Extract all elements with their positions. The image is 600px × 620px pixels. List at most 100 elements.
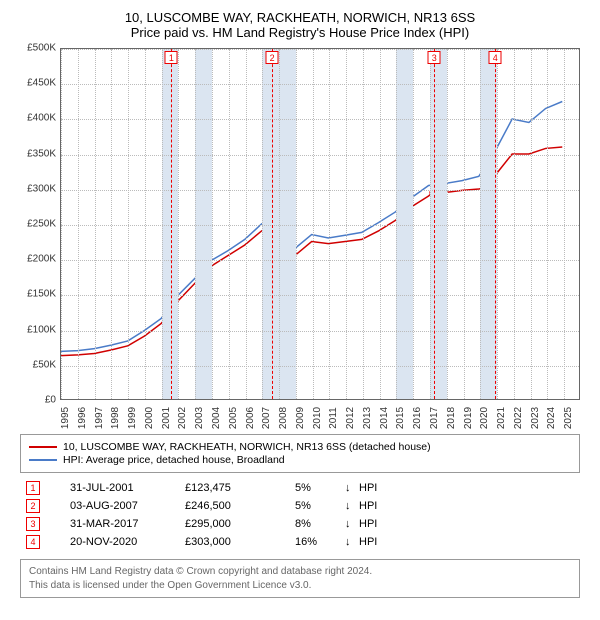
x-tick-label: 2022 xyxy=(513,407,524,429)
x-tick-label: 2005 xyxy=(228,407,239,429)
gridline-v xyxy=(464,49,465,399)
gridline-v xyxy=(531,49,532,399)
gridline-v xyxy=(313,49,314,399)
down-arrow-icon: ↓ xyxy=(345,536,359,548)
gridline-h xyxy=(61,331,579,332)
y-tick-label: £0 xyxy=(45,395,56,406)
x-tick-label: 2011 xyxy=(328,407,339,429)
x-tick-label: 2016 xyxy=(412,407,423,429)
x-tick-label: 2001 xyxy=(161,407,172,429)
row-price: £295,000 xyxy=(185,518,295,530)
plot-area: 1234 xyxy=(60,48,580,400)
gridline-v xyxy=(329,49,330,399)
y-tick-label: £400K xyxy=(27,113,56,124)
legend-row: HPI: Average price, detached house, Broa… xyxy=(29,454,571,466)
gridline-v xyxy=(61,49,62,399)
x-tick-label: 2003 xyxy=(194,407,205,429)
chart-title-address: 10, LUSCOMBE WAY, RACKHEATH, NORWICH, NR… xyxy=(10,10,590,25)
y-tick-label: £100K xyxy=(27,324,56,335)
sale-marker-number: 3 xyxy=(428,51,441,64)
x-tick-label: 2024 xyxy=(546,407,557,429)
gridline-h xyxy=(61,119,579,120)
sale-marker-number: 4 xyxy=(489,51,502,64)
gridline-v xyxy=(380,49,381,399)
down-arrow-icon: ↓ xyxy=(345,500,359,512)
row-percent: 5% xyxy=(295,500,345,512)
gridline-h xyxy=(61,190,579,191)
gridline-v xyxy=(514,49,515,399)
row-number-box: 3 xyxy=(26,517,40,531)
table-row: 420-NOV-2020£303,00016%↓HPI xyxy=(20,533,580,551)
legend: 10, LUSCOMBE WAY, RACKHEATH, NORWICH, NR… xyxy=(20,434,580,473)
gridline-v xyxy=(145,49,146,399)
gridline-h xyxy=(61,49,579,50)
row-ref: HPI xyxy=(359,518,580,530)
sale-marker-line xyxy=(272,49,273,399)
row-percent: 16% xyxy=(295,536,345,548)
gridline-v xyxy=(246,49,247,399)
shaded-range xyxy=(195,49,212,399)
plot-svg xyxy=(61,49,579,399)
row-ref: HPI xyxy=(359,536,580,548)
row-date: 31-MAR-2017 xyxy=(70,518,185,530)
legend-label: HPI: Average price, detached house, Broa… xyxy=(63,454,285,466)
x-tick-label: 2021 xyxy=(496,407,507,429)
x-tick-label: 2004 xyxy=(211,407,222,429)
row-price: £303,000 xyxy=(185,536,295,548)
y-tick-label: £250K xyxy=(27,219,56,230)
gridline-v xyxy=(346,49,347,399)
gridline-v xyxy=(447,49,448,399)
x-tick-label: 2012 xyxy=(345,407,356,429)
gridline-h xyxy=(61,295,579,296)
gridline-v xyxy=(178,49,179,399)
gridline-v xyxy=(363,49,364,399)
y-axis: £0£50K£100K£150K£200K£250K£300K£350K£400… xyxy=(20,48,60,400)
x-tick-label: 2019 xyxy=(463,407,474,429)
x-tick-label: 1995 xyxy=(60,407,71,429)
legend-row: 10, LUSCOMBE WAY, RACKHEATH, NORWICH, NR… xyxy=(29,441,571,453)
x-tick-label: 1996 xyxy=(77,407,88,429)
gridline-h xyxy=(61,366,579,367)
gridline-v xyxy=(95,49,96,399)
footer-line: This data is licensed under the Open Gov… xyxy=(29,579,571,593)
row-ref: HPI xyxy=(359,482,580,494)
sale-marker-number: 2 xyxy=(266,51,279,64)
row-percent: 8% xyxy=(295,518,345,530)
gridline-v xyxy=(78,49,79,399)
table-row: 331-MAR-2017£295,0008%↓HPI xyxy=(20,515,580,533)
gridline-v xyxy=(296,49,297,399)
y-tick-label: £500K xyxy=(27,43,56,54)
chart-title-subtitle: Price paid vs. HM Land Registry's House … xyxy=(10,25,590,40)
y-tick-label: £450K xyxy=(27,78,56,89)
sale-marker-line xyxy=(495,49,496,399)
x-tick-label: 2013 xyxy=(362,407,373,429)
row-number-box: 2 xyxy=(26,499,40,513)
row-price: £123,475 xyxy=(185,482,295,494)
x-tick-label: 2015 xyxy=(395,407,406,429)
x-tick-label: 2008 xyxy=(278,407,289,429)
x-tick-label: 2023 xyxy=(530,407,541,429)
x-tick-label: 1999 xyxy=(127,407,138,429)
row-date: 03-AUG-2007 xyxy=(70,500,185,512)
attribution-footer: Contains HM Land Registry data © Crown c… xyxy=(20,559,580,598)
x-tick-label: 2014 xyxy=(379,407,390,429)
legend-label: 10, LUSCOMBE WAY, RACKHEATH, NORWICH, NR… xyxy=(63,441,431,453)
x-tick-label: 2009 xyxy=(295,407,306,429)
x-tick-label: 2002 xyxy=(177,407,188,429)
sale-marker-line xyxy=(171,49,172,399)
sale-marker-line xyxy=(434,49,435,399)
x-axis: 1995199619971998199920002001200220032004… xyxy=(60,400,580,428)
shaded-range xyxy=(430,49,447,399)
gridline-v xyxy=(413,49,414,399)
shaded-range xyxy=(162,49,179,399)
x-tick-label: 2018 xyxy=(446,407,457,429)
legend-swatch-prop xyxy=(29,446,57,448)
gridline-v xyxy=(396,49,397,399)
gridline-v xyxy=(547,49,548,399)
gridline-v xyxy=(128,49,129,399)
shaded-range xyxy=(396,49,413,399)
x-tick-label: 2000 xyxy=(144,407,155,429)
gridline-v xyxy=(262,49,263,399)
gridline-v xyxy=(162,49,163,399)
chart: £0£50K£100K£150K£200K£250K£300K£350K£400… xyxy=(20,48,580,428)
